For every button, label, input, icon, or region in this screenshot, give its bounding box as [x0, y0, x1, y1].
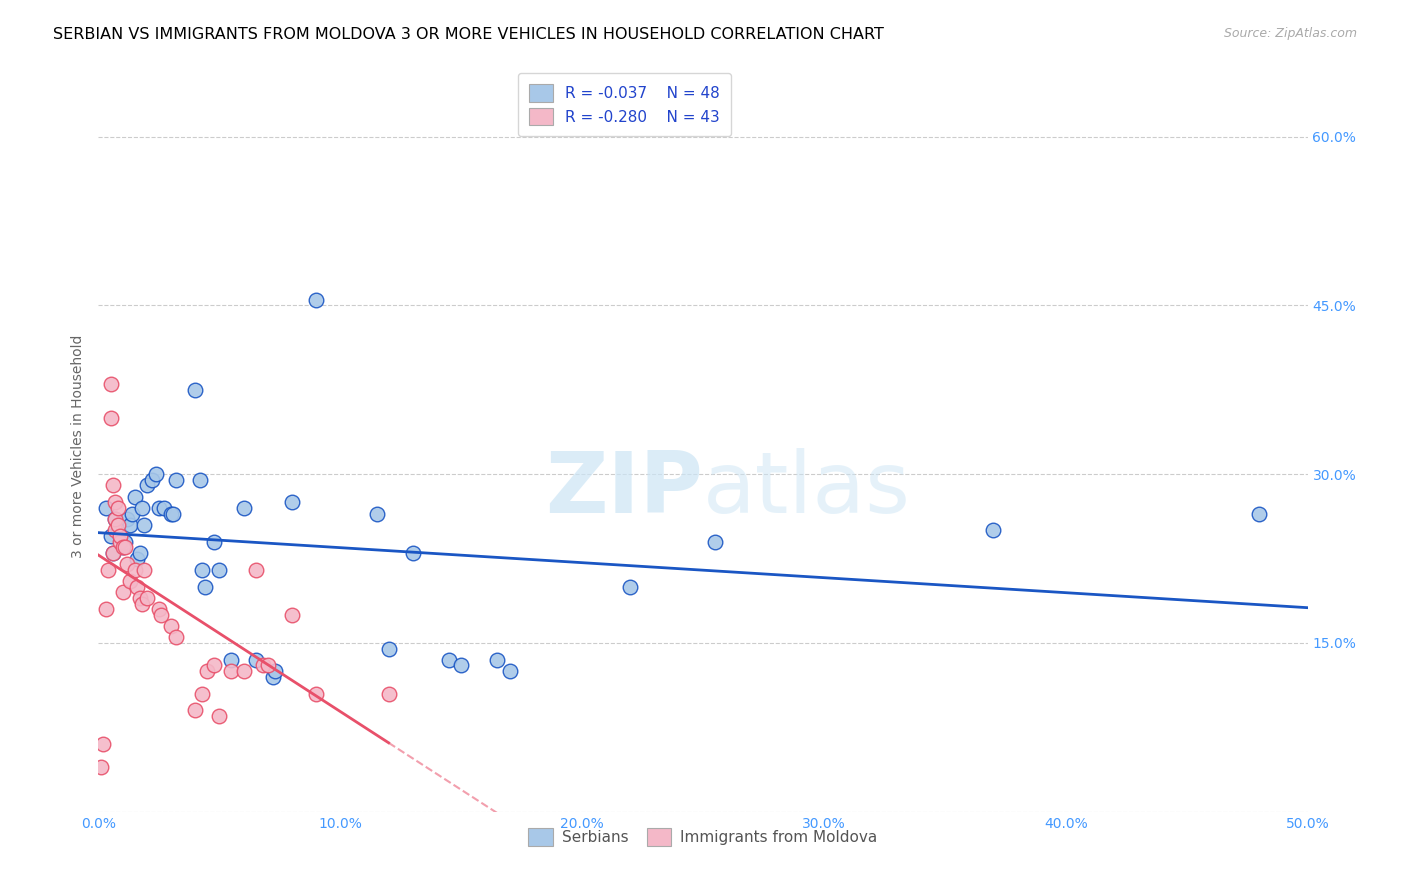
Point — [498, 664, 520, 678]
Point — [104, 512, 127, 526]
Point — [619, 580, 641, 594]
Point — [118, 574, 141, 588]
Point — [160, 619, 183, 633]
Point — [107, 500, 129, 515]
Point — [90, 760, 112, 774]
Point — [118, 517, 141, 532]
Point — [124, 563, 146, 577]
Point — [108, 529, 131, 543]
Point — [128, 546, 150, 560]
Point — [152, 500, 174, 515]
Point — [366, 507, 388, 521]
Point — [100, 377, 122, 392]
Point — [704, 534, 727, 549]
Point — [191, 687, 214, 701]
Point — [145, 467, 167, 482]
Point — [195, 664, 218, 678]
Point — [232, 664, 254, 678]
Point — [191, 563, 214, 577]
Point — [281, 607, 304, 622]
Point — [135, 478, 157, 492]
Point — [256, 658, 278, 673]
Point — [94, 602, 117, 616]
Point — [377, 641, 399, 656]
Point — [208, 709, 231, 723]
Text: ZIP: ZIP — [546, 449, 703, 532]
Point — [245, 653, 267, 667]
Point — [107, 517, 129, 532]
Point — [91, 737, 114, 751]
Point — [107, 524, 129, 538]
Point — [204, 534, 226, 549]
Point — [104, 512, 127, 526]
Point — [135, 591, 157, 605]
Point — [134, 563, 156, 577]
Point — [127, 580, 149, 594]
Point — [486, 653, 509, 667]
Point — [101, 546, 124, 560]
Text: Source: ZipAtlas.com: Source: ZipAtlas.com — [1223, 27, 1357, 40]
Point — [128, 591, 150, 605]
Point — [111, 585, 134, 599]
Point — [100, 410, 122, 425]
Point — [108, 529, 131, 543]
Point — [94, 500, 117, 515]
Point — [104, 524, 127, 538]
Point — [162, 507, 184, 521]
Point — [134, 517, 156, 532]
Point — [165, 473, 187, 487]
Point — [450, 658, 472, 673]
Point — [100, 529, 122, 543]
Text: atlas: atlas — [703, 449, 911, 532]
Y-axis label: 3 or more Vehicles in Household: 3 or more Vehicles in Household — [72, 334, 86, 558]
Point — [402, 546, 425, 560]
Point — [437, 653, 460, 667]
Point — [101, 546, 124, 560]
Point — [141, 473, 163, 487]
Point — [252, 658, 274, 673]
Point — [305, 687, 328, 701]
Point — [232, 500, 254, 515]
Point — [111, 541, 134, 555]
Point — [114, 534, 136, 549]
Point — [208, 563, 231, 577]
Point — [97, 563, 120, 577]
Point — [148, 500, 170, 515]
Point — [184, 703, 207, 717]
Point — [117, 557, 139, 571]
Point — [127, 551, 149, 566]
Point — [165, 630, 187, 644]
Point — [148, 602, 170, 616]
Point — [305, 293, 328, 307]
Point — [101, 478, 124, 492]
Point — [1249, 507, 1271, 521]
Point — [124, 490, 146, 504]
Point — [262, 670, 284, 684]
Point — [131, 597, 153, 611]
Point — [117, 512, 139, 526]
Point — [221, 653, 243, 667]
Point — [184, 383, 207, 397]
Point — [188, 473, 211, 487]
Point — [981, 524, 1004, 538]
Legend: Serbians, Immigrants from Moldova: Serbians, Immigrants from Moldova — [522, 822, 884, 852]
Point — [150, 607, 173, 622]
Point — [108, 534, 131, 549]
Text: SERBIAN VS IMMIGRANTS FROM MOLDOVA 3 OR MORE VEHICLES IN HOUSEHOLD CORRELATION C: SERBIAN VS IMMIGRANTS FROM MOLDOVA 3 OR … — [53, 27, 884, 42]
Point — [194, 580, 217, 594]
Point — [281, 495, 304, 509]
Point — [245, 563, 267, 577]
Point — [221, 664, 243, 678]
Point — [114, 541, 136, 555]
Point — [264, 664, 287, 678]
Point — [111, 541, 134, 555]
Point — [131, 500, 153, 515]
Point — [377, 687, 399, 701]
Point — [121, 507, 143, 521]
Point — [104, 495, 127, 509]
Point — [204, 658, 226, 673]
Point — [160, 507, 183, 521]
